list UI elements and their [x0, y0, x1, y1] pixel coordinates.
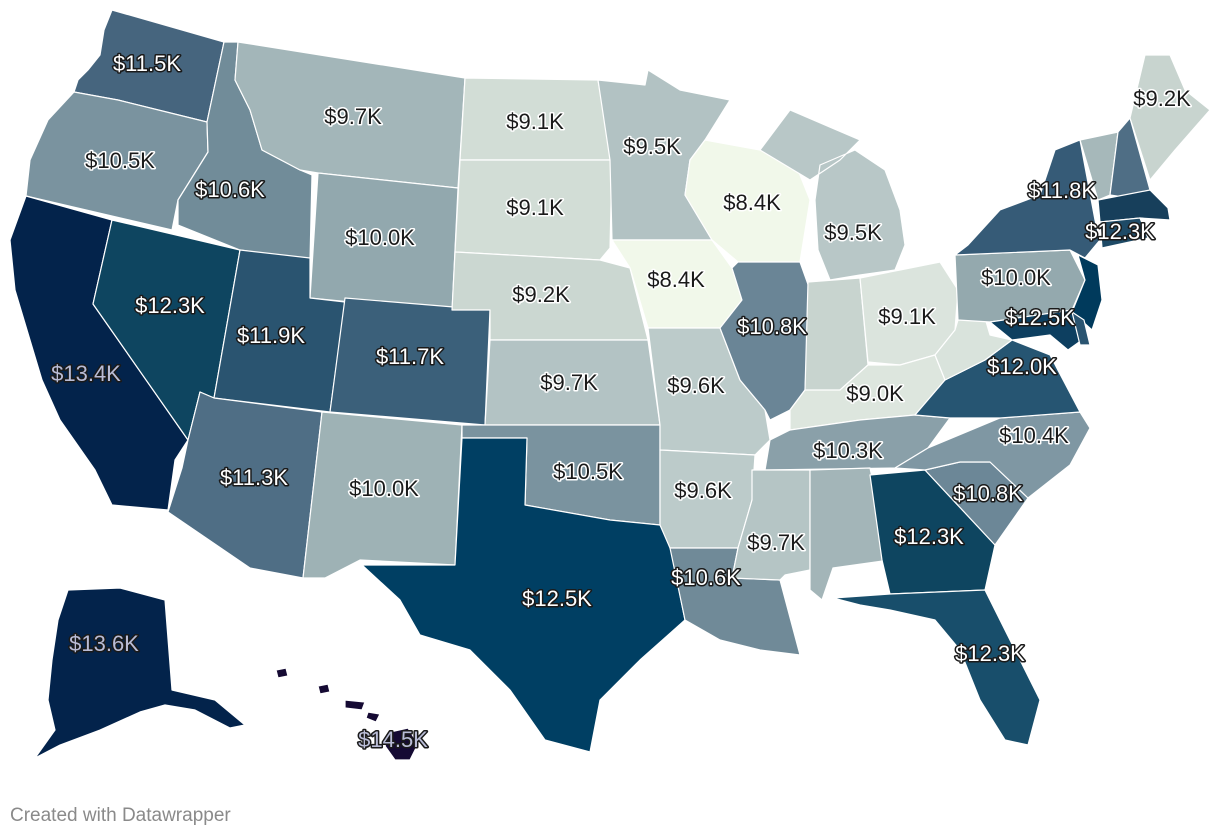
state-AK[interactable] [34, 587, 246, 759]
label-MT: $9.7K [324, 104, 382, 129]
value-labels: $11.5K$10.5K$13.4K$12.3K$10.6K$9.7K$10.0… [50, 49, 1193, 753]
label-UT: $11.9K [237, 323, 305, 348]
label-ME: $9.2K [1133, 86, 1191, 111]
datawrapper-credit: Created with Datawrapper [10, 805, 231, 826]
state-AL[interactable] [809, 467, 891, 601]
state-NJ[interactable] [1071, 254, 1103, 331]
label-AZ: $11.3K [220, 465, 288, 490]
hawaii-islands [275, 667, 419, 761]
label-WA: $11.5K [113, 51, 181, 76]
label-LA: $10.6K [671, 565, 741, 590]
label-OK: $10.5K [553, 459, 623, 484]
label-SC: $10.8K [953, 481, 1023, 506]
label-WI: $8.4K [723, 190, 781, 215]
label-CA: $13.4K [51, 361, 121, 386]
label-MA: $12.3K [1085, 219, 1155, 244]
state-CT[interactable] [1099, 217, 1149, 249]
label-MS: $9.7K [747, 530, 805, 555]
label-CO: $11.7K [376, 344, 444, 369]
us-choropleth-map: $11.5K$10.5K$13.4K$12.3K$10.6K$9.7K$10.0… [9, 9, 1211, 761]
label-NE: $9.2K [512, 282, 570, 307]
state-NC[interactable] [894, 411, 1091, 499]
label-OR: $10.5K [85, 148, 155, 173]
label-KY: $9.0K [846, 381, 904, 406]
label-TX: $12.5K [522, 586, 592, 611]
label-FL: $12.3K [955, 641, 1025, 666]
state-ME[interactable] [1129, 54, 1211, 181]
state-FL[interactable] [832, 589, 1041, 746]
state-SD[interactable] [454, 159, 613, 261]
state-shapes [9, 9, 1211, 761]
state-OR[interactable] [25, 91, 209, 231]
label-NC: $10.4K [999, 423, 1069, 448]
label-MI: $9.5K [824, 220, 882, 245]
state-DE[interactable] [1071, 311, 1091, 346]
label-VA: $12.0K [987, 354, 1057, 379]
label-TN: $10.3K [813, 438, 883, 463]
label-ID: $10.6K [195, 177, 265, 202]
label-AK: $13.6K [69, 631, 139, 656]
state-WI[interactable] [684, 139, 811, 263]
state-WV[interactable] [934, 317, 1013, 381]
label-ND: $9.1K [506, 109, 564, 134]
label-SD: $9.1K [506, 195, 564, 220]
label-MN: $9.5K [623, 134, 681, 159]
label-NV: $12.3K [135, 293, 205, 318]
label-IL: $10.8K [737, 314, 807, 339]
state-HI[interactable] [275, 667, 419, 761]
label-HI: $14.5K [358, 727, 428, 752]
label-MO: $9.6K [667, 373, 725, 398]
label-IA: $8.4K [647, 267, 705, 292]
label-PA: $10.0K [981, 265, 1051, 290]
state-MI[interactable] [759, 109, 906, 281]
state-TX[interactable] [361, 437, 686, 753]
state-MD[interactable] [989, 309, 1083, 351]
label-NJ: $12.5K [1005, 305, 1075, 330]
label-NY: $11.8K [1028, 178, 1096, 203]
label-OH: $9.1K [878, 304, 936, 329]
label-AR: $9.6K [674, 478, 732, 503]
label-NM: $10.0K [349, 476, 419, 501]
label-WY: $10.0K [345, 225, 415, 250]
label-GA: $12.3K [894, 524, 964, 549]
label-KS: $9.7K [540, 370, 598, 395]
state-NY[interactable] [954, 139, 1101, 259]
